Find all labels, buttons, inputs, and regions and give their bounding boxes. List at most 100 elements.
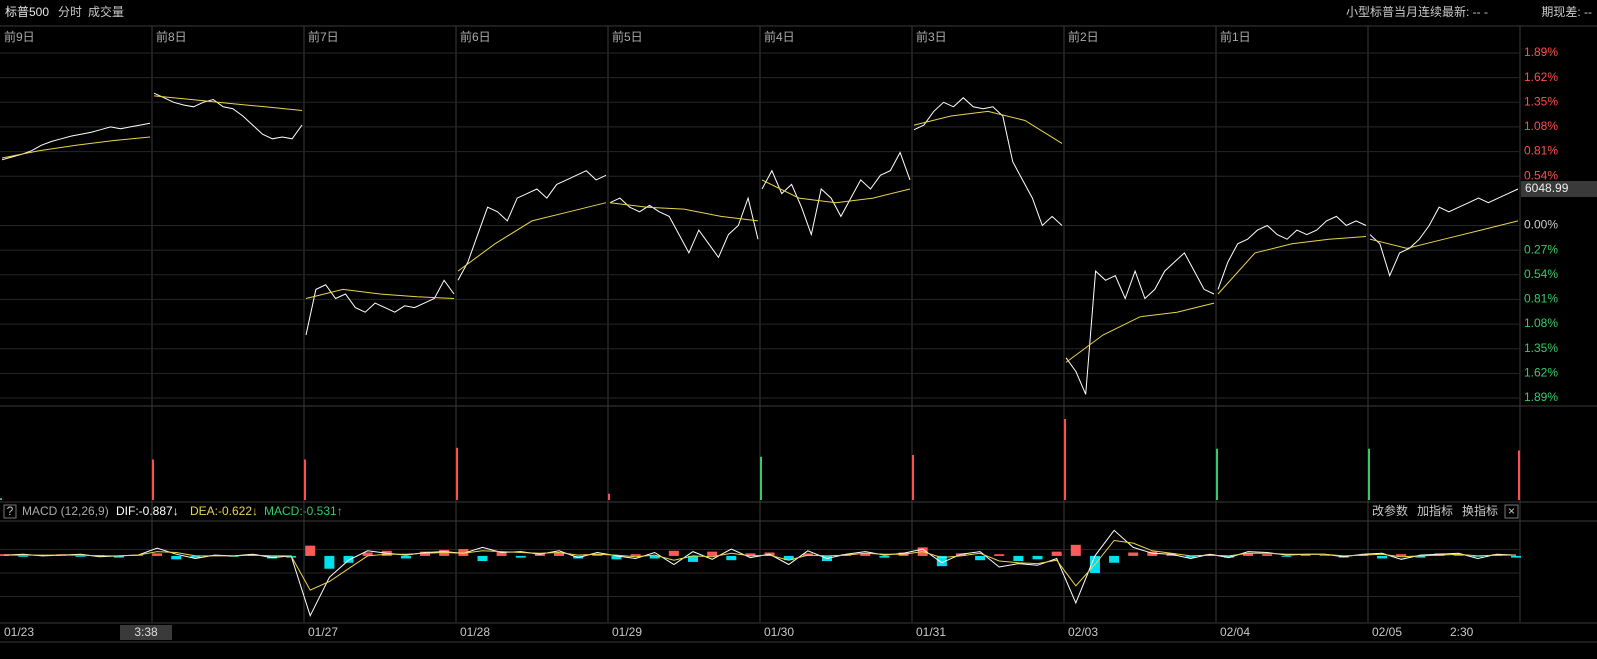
macd-bar (477, 555, 488, 562)
dif-value: DIF:-0.887↓ (116, 504, 179, 518)
date-label: 01/27 (308, 625, 338, 639)
day-label: 前6日 (460, 29, 491, 44)
macd-bar (879, 555, 890, 558)
macd-bar (1377, 555, 1388, 559)
macd-bar (975, 555, 986, 561)
button[interactable]: 加指标 (1417, 503, 1453, 518)
volume-bar (152, 459, 154, 500)
date-label: 01/23 (4, 625, 34, 639)
macd-bar (630, 554, 641, 556)
macd-bar (1300, 554, 1311, 556)
macd-bar (1453, 554, 1464, 556)
volume-bar (1368, 448, 1370, 500)
macd-bar (1185, 555, 1196, 558)
macd-bar (496, 551, 507, 556)
cursor-box (120, 625, 172, 640)
macd-bar (75, 555, 86, 557)
date-label: 02/04 (1220, 625, 1250, 639)
macd-bar (726, 555, 737, 561)
close-box[interactable] (1504, 504, 1519, 519)
y-tick-label: 0.00% (1524, 218, 1558, 232)
tab[interactable]: 分时 (58, 5, 82, 19)
y-tick-label: 0.27% (1524, 242, 1558, 256)
macd-bar (745, 553, 756, 556)
day-label: 前1日 (1220, 29, 1251, 44)
button[interactable]: 改参数 (1372, 503, 1408, 518)
macd-bar (1109, 555, 1120, 563)
date-label: 01/31 (916, 625, 946, 639)
tab[interactable]: 成交量 (88, 4, 124, 19)
macd-bar (668, 550, 679, 556)
macd-bar (190, 555, 201, 558)
day-label: 前5日 (612, 29, 643, 44)
day-label: 前2日 (1068, 29, 1099, 44)
date-label: 01/28 (460, 625, 490, 639)
macd-bar (688, 555, 699, 562)
day-label: 前3日 (916, 29, 947, 44)
macd-bar (362, 552, 373, 556)
macd-bar (1223, 555, 1234, 558)
macd-bar (783, 555, 794, 561)
macd-bar (1070, 544, 1081, 556)
y-tick-label: 1.89% (1524, 390, 1558, 404)
volume-bar (608, 493, 610, 500)
date-label: 02/05 (1372, 625, 1402, 639)
macd-bar (707, 551, 718, 556)
macd-bar (1051, 551, 1062, 556)
basis-info: 期现差: -- (1541, 5, 1592, 19)
day-label: 前9日 (4, 29, 35, 44)
volume-bar (1518, 450, 1520, 500)
y-tick-label: 1.62% (1524, 366, 1558, 380)
macd-bar (649, 555, 660, 559)
macd-bar (592, 554, 603, 556)
volume-bar (1064, 419, 1066, 500)
macd-bar (1415, 555, 1426, 558)
help[interactable]: ? (7, 504, 14, 518)
y-tick-label: 1.35% (1524, 341, 1558, 355)
date-label: 02/03 (1068, 625, 1098, 639)
macd-bar (1319, 555, 1330, 556)
y-tick-label: 0.81% (1524, 144, 1558, 158)
price-line (1, 95, 1519, 363)
symbol: 标普500 (5, 5, 49, 19)
macd-bar (994, 554, 1005, 556)
close-button[interactable]: × (1508, 504, 1515, 518)
price-line (1, 92, 1519, 395)
macd-bar (1013, 555, 1024, 562)
last-price: 6048.99 (1525, 181, 1569, 195)
button[interactable]: 换指标 (1462, 503, 1498, 518)
y-tick-label: 1.89% (1524, 45, 1558, 59)
macd-bar (1281, 555, 1292, 557)
indicator-name: MACD (12,26,9) (22, 504, 109, 518)
macd-bar (554, 552, 565, 556)
day-label: 前4日 (764, 29, 795, 44)
date-label: 01/29 (612, 625, 642, 639)
macd-bar (1032, 555, 1043, 560)
volume-bar (0, 498, 2, 500)
last-price-box (1521, 180, 1597, 197)
volume-bar (456, 447, 458, 500)
macd-bar (515, 555, 526, 558)
macd-bar (1243, 553, 1254, 556)
y-tick-label: 1.35% (1524, 94, 1558, 108)
macd-bar (305, 545, 316, 556)
y-tick-label: 1.08% (1524, 316, 1558, 330)
date-label: 01/30 (764, 625, 794, 639)
macd-bar (860, 553, 871, 556)
macd-bar (1262, 554, 1273, 556)
help-box[interactable] (3, 504, 17, 519)
macd-bar (324, 555, 335, 569)
y-tick-label: 1.62% (1524, 70, 1558, 84)
volume-bar (304, 459, 306, 500)
y-tick-label: 0.54% (1524, 168, 1558, 182)
macd-bar (113, 555, 124, 558)
macd-bar (936, 555, 947, 567)
volume-bar (912, 455, 914, 500)
macd-bar (1511, 555, 1521, 558)
macd-line (4, 539, 1516, 591)
macd-bar (152, 553, 163, 556)
y-tick-label: 1.08% (1524, 119, 1558, 133)
